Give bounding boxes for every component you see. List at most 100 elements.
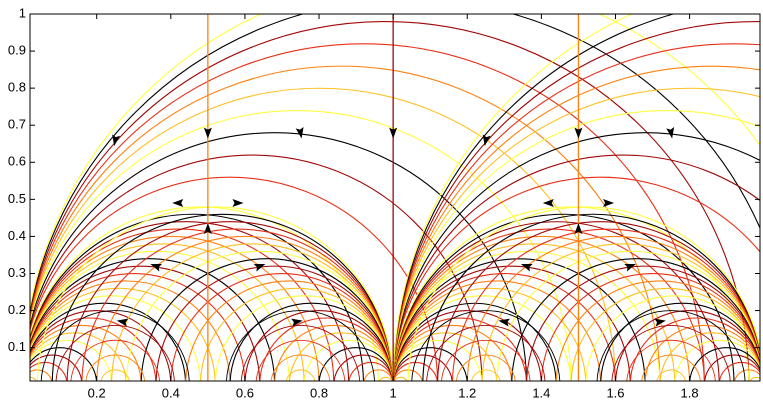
streamline — [392, 280, 602, 381]
streamline — [333, 354, 394, 381]
streamline — [30, 235, 320, 381]
streamline — [303, 339, 394, 381]
streamline — [30, 324, 142, 381]
y-tick-label: 0.5 — [8, 191, 26, 206]
x-tick-label: 0.6 — [236, 385, 254, 400]
streamline — [392, 339, 483, 381]
x-tick-label: 0.2 — [88, 385, 106, 400]
streamline — [392, 14, 633, 381]
arrow-head — [574, 223, 583, 235]
streamline — [585, 295, 760, 381]
streamline — [30, 265, 261, 381]
streamline — [70, 339, 160, 381]
streamline — [30, 243, 305, 381]
streamline — [111, 243, 394, 381]
streamline — [30, 273, 246, 381]
streamline — [125, 250, 394, 381]
streamline — [626, 339, 716, 381]
streamline — [170, 273, 394, 381]
arrow-head — [172, 199, 184, 208]
streamline — [392, 361, 438, 381]
streamline — [392, 354, 453, 381]
streamline — [452, 229, 760, 381]
streamline — [392, 287, 587, 381]
y-tick-label: 1 — [19, 5, 26, 20]
streamline — [441, 339, 531, 381]
streamline — [30, 14, 760, 311]
streamline — [407, 206, 760, 381]
y-tick-label: 0.2 — [8, 302, 26, 317]
streamline — [570, 287, 760, 381]
streamline — [0, 370, 23, 385]
streamline — [30, 65, 661, 381]
streamline — [229, 302, 394, 381]
streamline — [55, 324, 175, 381]
streamline — [30, 43, 705, 381]
streamline — [155, 266, 394, 381]
streamline — [30, 332, 127, 381]
streamline — [615, 310, 760, 381]
streamline — [392, 14, 676, 381]
arrow-head — [654, 318, 666, 327]
streamline — [30, 295, 201, 381]
streamline — [66, 221, 394, 381]
streamline — [392, 221, 720, 381]
x-tick-label: 1.6 — [606, 385, 624, 400]
streamline — [226, 310, 375, 381]
streamline — [96, 235, 394, 381]
streamline — [30, 110, 572, 381]
streamline — [392, 154, 760, 381]
arrow-head — [520, 264, 533, 272]
streamline — [734, 369, 760, 381]
streamline — [36, 206, 394, 381]
streamline — [437, 221, 760, 381]
streamline — [540, 273, 760, 381]
arrow-head — [603, 199, 615, 208]
arrow-head — [150, 264, 163, 272]
x-tick-label: 1 — [390, 385, 397, 400]
streamline — [392, 110, 760, 381]
y-tick-label: 0.6 — [8, 154, 26, 169]
streamline — [392, 250, 661, 381]
streamline — [600, 302, 760, 381]
streamline — [393, 376, 408, 381]
streamline — [30, 347, 98, 381]
x-tick-label: 1.8 — [681, 385, 699, 400]
streamline — [689, 347, 760, 381]
streamline — [392, 258, 646, 381]
streamlines — [0, 14, 760, 385]
streamline — [392, 273, 616, 381]
streamline — [244, 310, 394, 381]
arrow-head — [116, 318, 129, 327]
streamline — [0, 362, 23, 384]
x-tick-label: 0.8 — [310, 385, 328, 400]
streamline — [185, 280, 394, 381]
streamline — [392, 310, 542, 381]
x-tick-label: 1.2 — [458, 385, 476, 400]
streamline — [30, 361, 68, 381]
streamline — [526, 265, 760, 381]
streamline — [471, 369, 501, 381]
streamline — [392, 324, 513, 381]
arrow-head — [203, 223, 212, 235]
arrow-head — [624, 264, 636, 272]
streamline — [704, 354, 760, 381]
streamline — [392, 347, 468, 381]
streamline — [392, 87, 760, 381]
arrow-head — [574, 127, 583, 139]
streamline — [30, 154, 483, 381]
streamline — [30, 14, 760, 314]
streamline — [392, 132, 760, 381]
streamline — [30, 339, 112, 381]
streamline — [30, 354, 83, 381]
streamline — [200, 288, 394, 381]
streamline — [674, 339, 760, 381]
streamline — [30, 280, 231, 381]
streamline — [30, 206, 379, 381]
streamline — [422, 213, 760, 381]
streamline — [240, 324, 361, 381]
arrow-head — [203, 127, 212, 139]
streamline — [392, 265, 631, 381]
